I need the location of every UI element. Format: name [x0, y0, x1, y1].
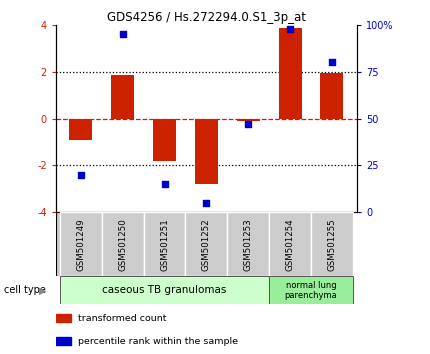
Text: cell type: cell type: [4, 285, 46, 295]
Point: [245, 121, 252, 127]
Text: percentile rank within the sample: percentile rank within the sample: [78, 337, 238, 346]
Bar: [237, 119, 260, 121]
Bar: [144, 212, 185, 276]
Text: GSM501250: GSM501250: [118, 218, 127, 271]
Bar: [102, 212, 144, 276]
Bar: [195, 119, 218, 184]
Point: [203, 200, 210, 206]
Bar: [320, 73, 343, 119]
Bar: [60, 276, 269, 304]
Bar: [153, 119, 176, 161]
Text: caseous TB granulomas: caseous TB granulomas: [102, 285, 227, 295]
Bar: [56, 314, 71, 322]
Bar: [60, 212, 102, 276]
Text: ▶: ▶: [39, 285, 46, 295]
Point: [161, 181, 168, 187]
Point: [77, 172, 84, 178]
Title: GDS4256 / Hs.272294.0.S1_3p_at: GDS4256 / Hs.272294.0.S1_3p_at: [107, 11, 306, 24]
Text: GSM501251: GSM501251: [160, 218, 169, 271]
Bar: [56, 337, 71, 345]
Text: GSM501253: GSM501253: [244, 218, 253, 271]
Bar: [111, 75, 134, 119]
Text: normal lung
parenchyma: normal lung parenchyma: [285, 281, 337, 300]
Bar: [227, 212, 269, 276]
Point: [120, 31, 126, 37]
Bar: [269, 276, 353, 304]
Text: GSM501255: GSM501255: [327, 218, 336, 271]
Point: [329, 59, 335, 65]
Bar: [279, 28, 301, 119]
Bar: [70, 119, 92, 140]
Text: GSM501252: GSM501252: [202, 218, 211, 271]
Text: GSM501249: GSM501249: [77, 218, 86, 270]
Bar: [269, 212, 311, 276]
Bar: [185, 212, 227, 276]
Text: GSM501254: GSM501254: [286, 218, 295, 271]
Point: [286, 26, 293, 32]
Text: transformed count: transformed count: [78, 314, 166, 323]
Bar: [311, 212, 353, 276]
